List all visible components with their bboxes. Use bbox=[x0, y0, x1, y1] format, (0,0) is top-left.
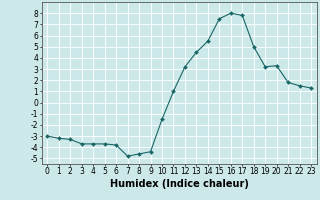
X-axis label: Humidex (Indice chaleur): Humidex (Indice chaleur) bbox=[110, 179, 249, 189]
